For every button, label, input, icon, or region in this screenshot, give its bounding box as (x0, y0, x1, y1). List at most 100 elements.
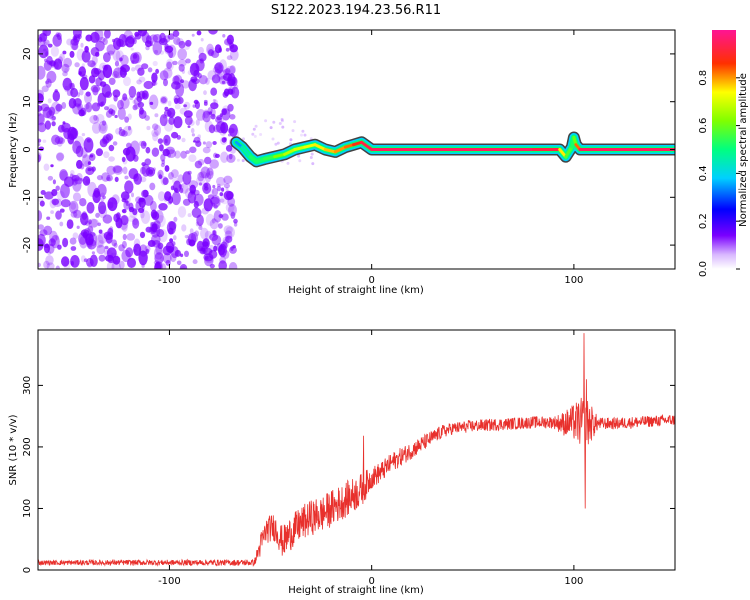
noise-speck (195, 119, 200, 126)
noise-speck (169, 238, 174, 243)
noise-speck (152, 131, 159, 142)
noise-speck (38, 233, 46, 247)
noise-speck (38, 113, 45, 126)
y-tick-label: 20 (22, 48, 33, 61)
y-tick-label: 0 (22, 567, 33, 573)
noise-speck (152, 41, 163, 56)
noise-speck (196, 176, 206, 186)
noise-speck (159, 114, 168, 127)
noise-speck (208, 49, 214, 57)
noise-speck (138, 140, 145, 147)
noise-speck (70, 246, 77, 251)
noise-speck (106, 261, 115, 269)
noise-speck (145, 45, 150, 51)
noise-speck (162, 67, 173, 79)
noise-speck (217, 64, 223, 73)
noise-speck (102, 65, 107, 70)
noise-speck (189, 228, 194, 234)
noise-speck (56, 190, 65, 201)
noise-speck (222, 239, 229, 249)
noise-speck (214, 62, 224, 74)
noise-speck (184, 235, 189, 239)
noise-speck (144, 115, 150, 121)
noise-speck (254, 124, 258, 128)
noise-speck (219, 256, 227, 264)
noise-speck (87, 181, 97, 197)
noise-speck (208, 170, 214, 176)
noise-speck (167, 152, 172, 158)
noise-speck (85, 166, 95, 176)
noise-speck (171, 131, 179, 139)
noise-speck (41, 85, 49, 93)
noise-speck (38, 143, 41, 146)
noise-speck (208, 244, 215, 253)
noise-speck (149, 101, 154, 105)
ridge-segment (558, 148, 568, 159)
noise-speck (80, 255, 86, 263)
noise-speck (90, 47, 100, 57)
noise-speck (118, 244, 125, 252)
noise-speck (138, 207, 145, 213)
noise-speck (85, 34, 93, 42)
noise-speck (99, 103, 103, 107)
noise-speck (114, 60, 120, 67)
noise-speck (200, 38, 204, 42)
noise-speck (298, 159, 302, 163)
noise-speck (117, 63, 126, 76)
noise-speck (189, 119, 195, 126)
noise-speck (102, 134, 112, 144)
noise-speck (38, 65, 46, 80)
noise-speck (203, 90, 207, 96)
noise-speck (38, 111, 41, 117)
noise-speck (56, 152, 64, 162)
noise-speck (98, 229, 103, 234)
noise-speck (230, 211, 236, 219)
noise-speck (97, 70, 105, 81)
y-tick-label: 100 (22, 499, 33, 518)
noise-speck (274, 142, 278, 146)
noise-speck (113, 37, 122, 50)
noise-speck (309, 156, 313, 159)
noise-speck (62, 77, 73, 91)
noise-speck (228, 153, 233, 160)
noise-speck (131, 192, 134, 198)
noise-speck (128, 86, 137, 98)
noise-speck (54, 89, 58, 93)
noise-speck (154, 49, 159, 54)
noise-speck (61, 125, 67, 132)
noise-speck (196, 30, 202, 36)
noise-speck (159, 144, 164, 152)
noise-speck (162, 177, 169, 186)
noise-speck (79, 76, 89, 91)
noise-speck (66, 219, 74, 230)
noise-speck (54, 136, 64, 145)
noise-speck (168, 221, 177, 231)
noise-speck (145, 146, 151, 154)
noise-speck (111, 260, 121, 269)
noise-speck (79, 198, 87, 207)
noise-speck (70, 255, 80, 268)
noise-speck (221, 105, 231, 115)
noise-speck (146, 35, 152, 44)
noise-speck (289, 138, 293, 142)
noise-speck (134, 31, 140, 37)
noise-speck (96, 244, 106, 255)
noise-speck (106, 44, 116, 55)
noise-speck (204, 255, 209, 260)
noise-speck (192, 104, 197, 108)
noise-speck (144, 158, 152, 166)
noise-speck (185, 150, 190, 155)
noise-speck (311, 162, 315, 166)
noise-speck (151, 147, 160, 157)
noise-speck (125, 142, 132, 149)
noise-speck (122, 233, 127, 241)
noise-speck (180, 266, 186, 269)
noise-speck (112, 255, 121, 265)
noise-speck (227, 88, 234, 95)
noise-speck (218, 243, 227, 258)
noise-speck (93, 114, 98, 121)
noise-speck (68, 98, 77, 109)
noise-speck (119, 57, 123, 62)
noise-speck (76, 159, 83, 169)
